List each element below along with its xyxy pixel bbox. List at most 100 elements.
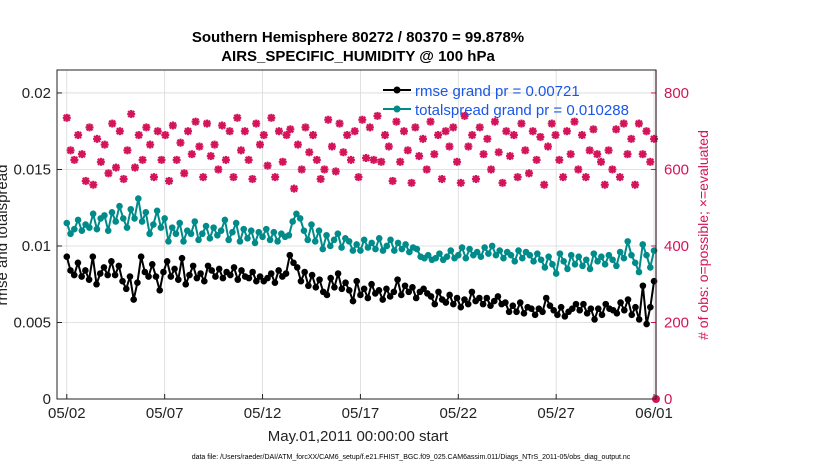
obs-mark-stroke bbox=[335, 119, 344, 128]
rmse-point bbox=[345, 287, 353, 294]
obs-evaluated-point bbox=[282, 131, 291, 140]
rmse-point bbox=[502, 299, 509, 306]
obs-mark-stroke bbox=[93, 135, 101, 143]
rmse-point bbox=[513, 308, 520, 316]
right-tick-label: 800 bbox=[664, 85, 689, 102]
obs-mark-stroke bbox=[472, 175, 480, 183]
totalspread-point bbox=[383, 242, 391, 250]
obs-mark-stroke bbox=[434, 131, 442, 139]
legend-spread-label: totalspread grand pr = 0.010288 bbox=[415, 102, 629, 119]
obs-evaluated-point bbox=[570, 117, 579, 126]
obs-evaluated-point bbox=[566, 150, 575, 159]
rmse-point bbox=[141, 268, 149, 276]
left-tick-label: 0.015 bbox=[13, 161, 51, 178]
obs-evaluated-point bbox=[597, 157, 606, 166]
obs-mark-stroke bbox=[604, 146, 613, 155]
rmse-point bbox=[67, 267, 74, 274]
obs-mark-stroke bbox=[350, 127, 359, 135]
obs-evaluated-point bbox=[494, 148, 503, 157]
totalspread-point bbox=[263, 225, 270, 233]
rmse-point bbox=[230, 264, 238, 271]
obs-mark-stroke bbox=[532, 156, 541, 164]
obs-mark-stroke bbox=[301, 123, 310, 132]
obs-evaluated-point bbox=[286, 125, 295, 134]
obs-evaluated-point bbox=[415, 152, 424, 161]
totalspread-point bbox=[74, 216, 82, 224]
obs-mark-stroke bbox=[169, 121, 177, 130]
totalspread-point bbox=[571, 261, 579, 268]
totalspread-point bbox=[210, 224, 217, 231]
obs-evaluated-point bbox=[320, 165, 329, 174]
totalspread-point bbox=[323, 231, 330, 239]
rmse-point bbox=[182, 280, 190, 288]
rmse-point bbox=[464, 300, 472, 308]
obs-evaluated-point bbox=[646, 157, 655, 166]
obs-evaluated-point bbox=[453, 157, 462, 166]
rmse-point bbox=[115, 262, 123, 270]
obs-evaluated-point bbox=[112, 163, 121, 172]
totalspread-point bbox=[300, 227, 308, 234]
rmse-point bbox=[331, 283, 338, 291]
obs-mark-stroke bbox=[487, 165, 495, 174]
obs-evaluated-point bbox=[403, 146, 412, 155]
obs-evaluated-point bbox=[441, 127, 450, 136]
rmse-point bbox=[148, 261, 156, 268]
obs-evaluated-point bbox=[180, 169, 189, 178]
obs-mark-stroke bbox=[320, 165, 329, 174]
obs-mark-stroke bbox=[377, 158, 386, 166]
obs-evaluated-point bbox=[407, 178, 416, 187]
totalspread-point bbox=[534, 250, 541, 257]
obs-evaluated-point bbox=[540, 180, 549, 189]
obs-evaluated-point bbox=[335, 119, 344, 128]
obs-mark-stroke bbox=[316, 175, 325, 183]
totalspread-point bbox=[191, 218, 199, 225]
totalspread-point bbox=[357, 247, 364, 254]
obs-mark-stroke bbox=[112, 163, 120, 172]
obs-evaluated-point bbox=[373, 111, 382, 120]
rmse-point bbox=[111, 271, 119, 279]
obs-mark-stroke bbox=[513, 173, 522, 181]
totalspread-point bbox=[176, 219, 184, 227]
rmse-point bbox=[256, 273, 264, 280]
obs-mark-stroke bbox=[85, 123, 94, 132]
totalspread-point bbox=[334, 230, 342, 238]
obs-mark-stroke bbox=[116, 127, 124, 135]
legend-rmse-label: rmse grand pr = 0.00721 bbox=[415, 83, 580, 100]
totalspread-point bbox=[579, 262, 586, 270]
totalspread-point bbox=[413, 245, 421, 253]
obs-mark-stroke bbox=[392, 117, 401, 126]
obs-evaluated-point bbox=[202, 119, 211, 128]
totalspread-point bbox=[195, 236, 202, 244]
rmse-point bbox=[420, 285, 427, 293]
totalspread-point bbox=[609, 256, 616, 264]
totalspread-point bbox=[161, 215, 168, 222]
obs-evaluated-point bbox=[464, 142, 473, 151]
obs-mark-stroke bbox=[589, 125, 598, 134]
totalspread-point bbox=[146, 230, 153, 238]
obs-mark-stroke bbox=[479, 150, 488, 158]
obs-evaluated-point bbox=[278, 157, 287, 166]
obs-evaluated-point bbox=[638, 150, 647, 159]
obs-evaluated-point bbox=[392, 117, 401, 126]
obs-evaluated-point bbox=[623, 150, 632, 159]
totalspread-point bbox=[406, 248, 413, 256]
obs-evaluated-point bbox=[445, 142, 454, 151]
totalspread-point bbox=[368, 239, 376, 247]
x-tick-label: 06/01 bbox=[635, 405, 673, 422]
rmse-point bbox=[293, 264, 301, 271]
obs-mark-stroke bbox=[119, 175, 128, 183]
totalspread-point bbox=[123, 224, 131, 231]
rmse-point bbox=[364, 294, 372, 302]
obs-mark-stroke bbox=[286, 125, 295, 134]
obs-evaluated-point bbox=[547, 119, 556, 128]
rmse-point bbox=[557, 303, 565, 311]
x-tick-label: 05/22 bbox=[440, 405, 478, 422]
rmse-point bbox=[580, 300, 587, 308]
rmse-point bbox=[349, 297, 357, 305]
rmse-point bbox=[368, 280, 375, 288]
obs-mark-stroke bbox=[574, 165, 583, 174]
obs-mark-stroke bbox=[491, 117, 499, 126]
obs-mark-stroke bbox=[506, 152, 514, 160]
obs-evaluated-point bbox=[312, 155, 321, 164]
totalspread-point bbox=[89, 210, 97, 218]
